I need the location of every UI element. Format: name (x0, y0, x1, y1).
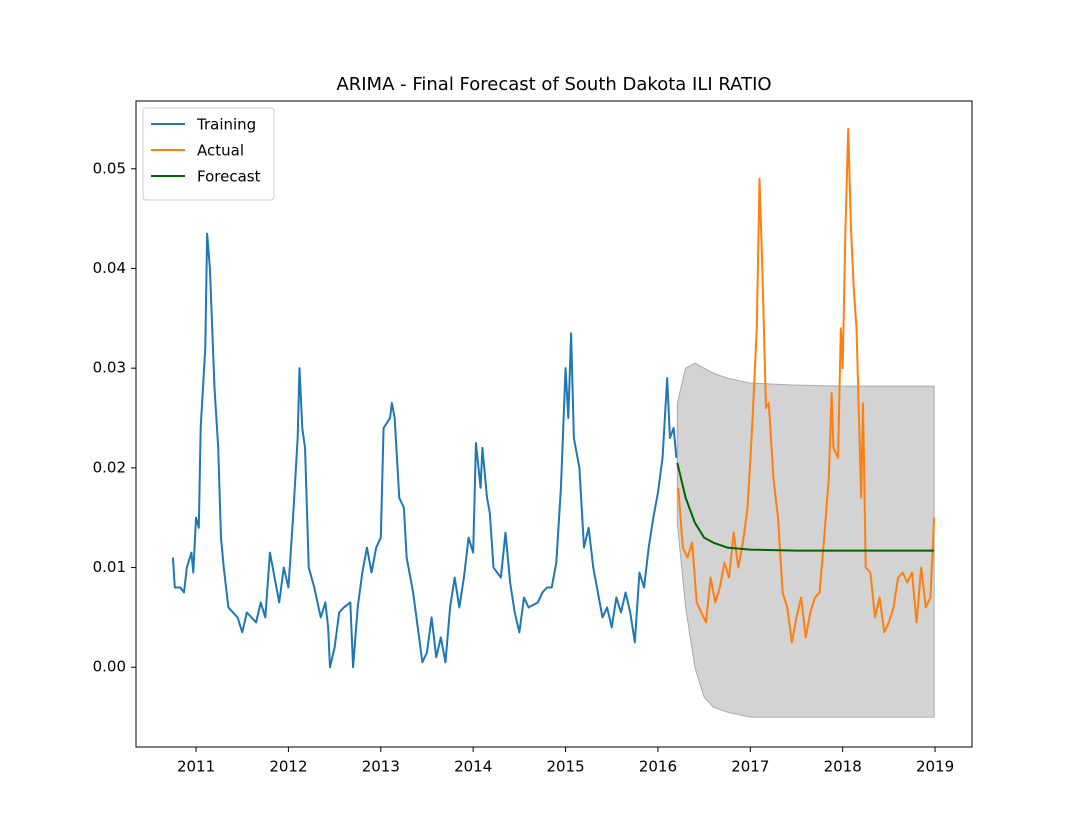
x-tick-label: 2018 (824, 758, 862, 776)
y-tick-label: 0.04 (93, 259, 126, 277)
series-line (676, 462, 935, 552)
x-tick-label: 2013 (362, 758, 400, 776)
y-tick-label: 0.05 (93, 159, 126, 177)
y-tick-label: 0.00 (93, 658, 126, 676)
legend: Training Actual Forecast (142, 107, 275, 201)
x-tick-label: 2019 (916, 758, 954, 776)
x-tick-label: 2016 (639, 758, 677, 776)
y-tick-label: 0.03 (93, 359, 126, 377)
series-line (677, 127, 936, 644)
x-tick-label: 2011 (177, 758, 215, 776)
series-line (171, 232, 678, 669)
x-tick-label: 2015 (546, 758, 584, 776)
legend-label: Forecast (197, 168, 261, 186)
legend-label: Actual (197, 142, 244, 160)
x-tick-label: 2012 (269, 758, 307, 776)
chart-title: ARIMA - Final Forecast of South Dakota I… (336, 74, 771, 95)
confidence-band (676, 362, 935, 718)
y-tick-label: 0.01 (93, 558, 126, 576)
x-tick-label: 2017 (731, 758, 769, 776)
y-tick-label: 0.02 (93, 458, 126, 476)
x-tick-label: 2014 (454, 758, 492, 776)
plot-frame (135, 100, 973, 748)
legend-label: Training (196, 116, 256, 134)
